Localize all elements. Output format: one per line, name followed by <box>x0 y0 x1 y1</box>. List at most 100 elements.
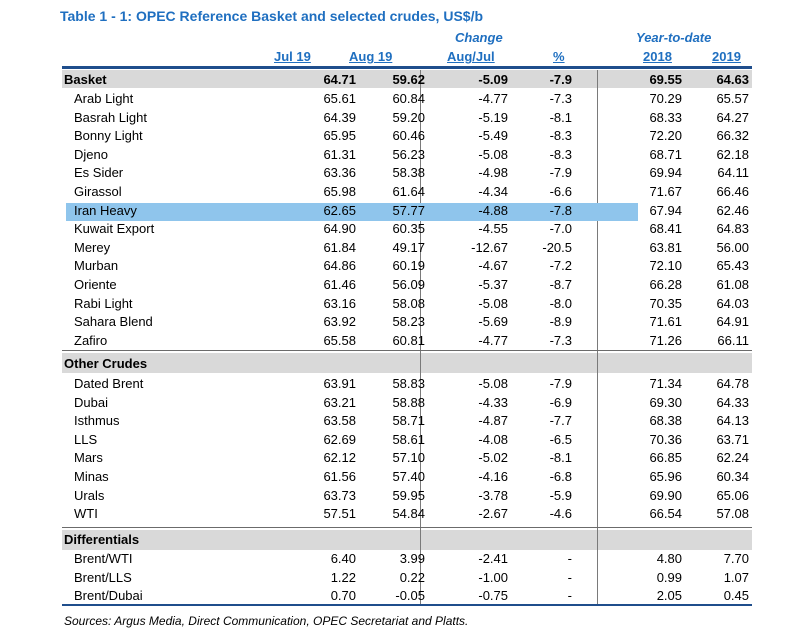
cell-value: -8.1 <box>549 450 572 466</box>
cell-value: 65.57 <box>716 91 749 106</box>
cell-value: 57.08 <box>716 506 749 522</box>
differentials-heading: Differentials <box>64 532 140 547</box>
cell-value: 64.27 <box>716 109 749 125</box>
cell-value: -4.77 <box>478 91 508 106</box>
cell-value: 63.92 <box>323 314 356 330</box>
cell-value: -7.3 <box>549 91 572 106</box>
cell-value: -7.7 <box>549 413 572 429</box>
table-row: Basket 64.71 59.62 -5.09 -7.9 69.55 64.63 <box>62 71 752 89</box>
cell-value: 58.38 <box>392 165 425 181</box>
table-row: Urals 63.73 59.95 -3.78 -5.9 69.90 65.06 <box>62 487 752 505</box>
cell-value: -4.55 <box>478 221 508 237</box>
bottom-rule <box>62 604 752 606</box>
cell-value: -7.9 <box>549 376 572 391</box>
row-label: Isthmus <box>74 413 120 429</box>
cell-value: 58.88 <box>392 394 425 410</box>
cell-value: 60.34 <box>716 469 749 484</box>
cell-value: 64.90 <box>323 221 356 237</box>
cell-value: -5.19 <box>478 109 508 125</box>
cell-value: 63.81 <box>649 239 682 255</box>
cell-value: 65.43 <box>716 258 749 274</box>
header-rule <box>62 66 752 69</box>
cell-value: -0.75 <box>478 588 508 604</box>
cell-value: 59.20 <box>392 109 425 125</box>
cell-value: -3.78 <box>478 487 508 503</box>
other-crudes-heading: Other Crudes <box>64 356 148 371</box>
cell-value: 62.65 <box>323 202 356 218</box>
cell-value: -6.5 <box>549 431 572 447</box>
cell-value: 67.94 <box>649 202 682 218</box>
separator <box>597 70 598 606</box>
table-row: Dubai 63.21 58.88 -4.33 -6.9 69.30 64.33 <box>62 394 752 412</box>
cell-value: 61.31 <box>323 146 356 162</box>
row-label: Brent/Dubai <box>74 588 143 604</box>
cell-value: -5.02 <box>478 450 508 466</box>
cell-value: 63.58 <box>323 413 356 429</box>
cell-value: -7.8 <box>549 202 572 218</box>
other-band <box>62 353 752 373</box>
table-row: Brent/WTI 6.40 3.99 -2.41 - 4.80 7.70 <box>62 550 752 568</box>
table-row: WTI 57.51 54.84 -2.67 -4.6 66.54 57.08 <box>62 505 752 523</box>
cell-value: 4.80 <box>656 551 682 566</box>
row-label: Merey <box>74 239 111 255</box>
cell-value: 71.67 <box>649 184 682 199</box>
cell-value: 60.46 <box>392 128 425 144</box>
cell-value: 63.21 <box>323 394 356 410</box>
cell-value: -6.6 <box>549 184 572 199</box>
cell-value: -4.08 <box>478 431 508 447</box>
cell-value: 61.56 <box>323 469 356 484</box>
col-aug19: Aug 19 <box>349 49 393 64</box>
table-row: Djeno 61.31 56.23 -5.08 -8.3 68.71 62.18 <box>62 146 752 164</box>
cell-value: -4.77 <box>478 332 508 348</box>
table-row: Brent/LLS 1.22 0.22 -1.00 - 0.99 1.07 <box>62 569 752 587</box>
row-label: Urals <box>74 487 105 503</box>
cell-value: 68.71 <box>649 146 682 162</box>
cell-value: -8.3 <box>549 146 572 162</box>
row-label: Mars <box>74 450 103 466</box>
cell-value: -4.98 <box>478 165 508 181</box>
cell-value: -8.9 <box>549 314 572 330</box>
cell-value: 60.84 <box>392 91 425 106</box>
table-row: Mars 62.12 57.10 -5.02 -8.1 66.85 62.24 <box>62 449 752 467</box>
cell-value: 58.61 <box>392 431 425 447</box>
cell-value: 61.46 <box>323 277 356 292</box>
col-2018: 2018 <box>643 49 672 64</box>
cell-value: -8.1 <box>549 109 572 125</box>
cell-value: 59.95 <box>392 487 425 503</box>
cell-value: 68.38 <box>649 413 682 429</box>
cell-value: 54.84 <box>392 506 425 522</box>
cell-value: 66.11 <box>717 332 749 348</box>
cell-value: 62.12 <box>323 450 356 466</box>
cell-value: 63.91 <box>323 376 356 391</box>
row-label: LLS <box>74 431 98 447</box>
cell-value: 64.13 <box>716 413 749 429</box>
cell-value: 2.05 <box>656 588 682 604</box>
cell-value: 66.85 <box>649 450 682 466</box>
basket-band <box>62 70 752 88</box>
cell-value: -12.67 <box>471 239 508 255</box>
row-label: Oriente <box>74 277 117 292</box>
cell-value: 56.00 <box>716 239 749 255</box>
cell-value: 3.99 <box>399 551 425 566</box>
cell-value: -4.6 <box>549 506 572 522</box>
row-label: Es Sider <box>74 165 124 181</box>
cell-value: 72.10 <box>649 258 682 274</box>
cell-value: 64.63 <box>716 72 749 87</box>
cell-value: 57.40 <box>392 469 425 484</box>
cell-value: -5.49 <box>478 128 508 144</box>
cell-value: -5.08 <box>478 376 508 391</box>
row-label: Zafiro <box>74 332 108 348</box>
cell-value: 62.69 <box>323 431 356 447</box>
table-row: LLS 62.69 58.61 -4.08 -6.5 70.36 63.71 <box>62 431 752 449</box>
cell-value: -5.09 <box>478 72 508 87</box>
table-row: Rabi Light 63.16 58.08 -5.08 -8.0 70.35 64.03 <box>62 295 752 313</box>
cell-value: 64.83 <box>716 221 749 237</box>
cell-value: -4.88 <box>478 202 508 218</box>
table-row: Basrah Light 64.39 59.20 -5.19 -8.1 68.33 64.2… <box>62 109 752 127</box>
cell-value: 66.46 <box>716 184 749 199</box>
cell-value: 64.11 <box>717 165 749 181</box>
cell-value: 58.71 <box>392 413 425 429</box>
cell-value: -7.2 <box>549 258 572 274</box>
table-row: Merey 61.84 49.17 -12.67 -20.5 63.81 56.00 <box>62 239 752 257</box>
row-highlight <box>66 203 638 221</box>
